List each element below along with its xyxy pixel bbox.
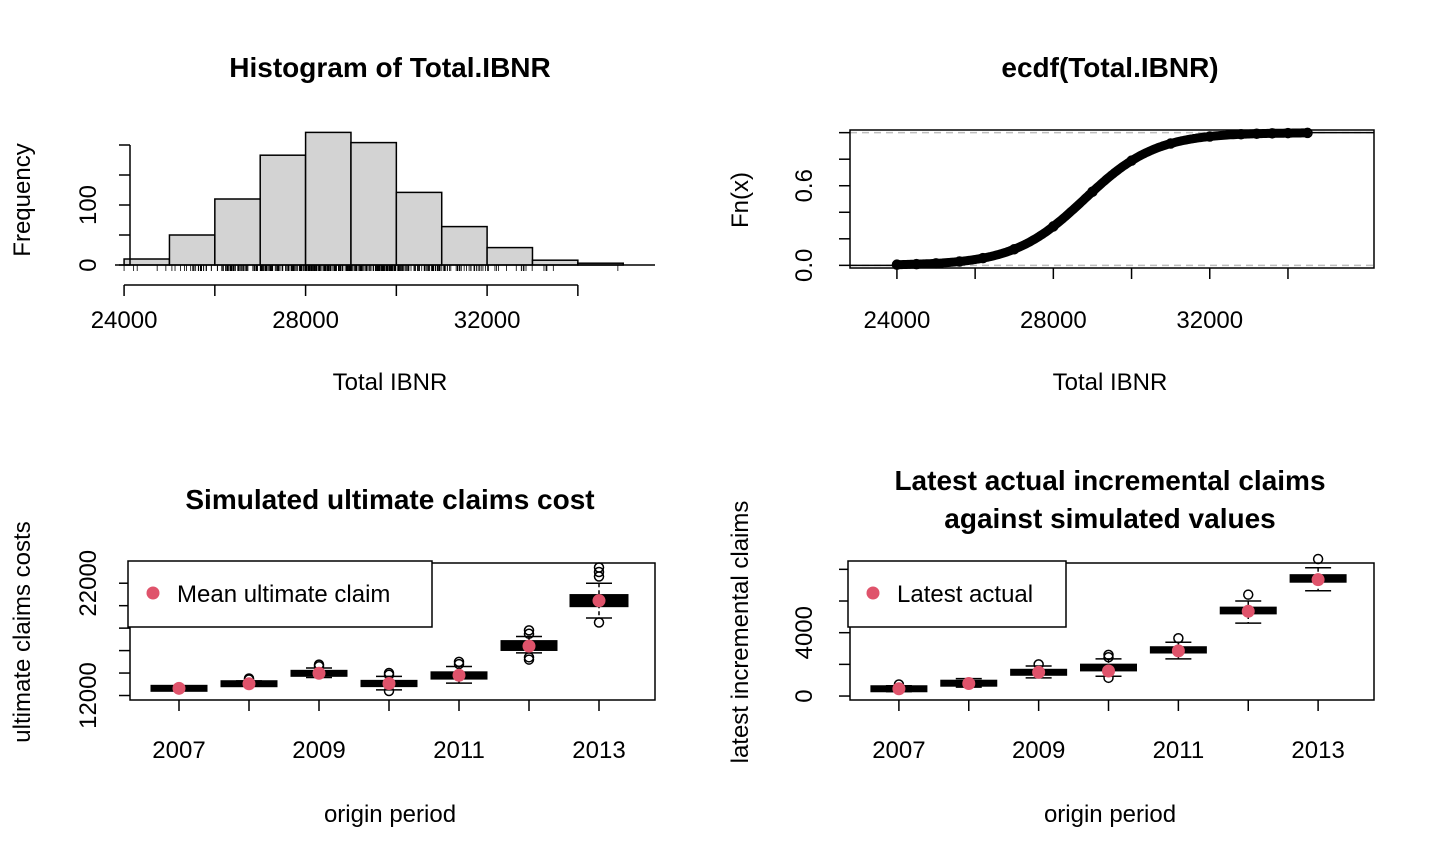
- ecdf-point: [1008, 243, 1020, 255]
- box-mean-point: [522, 639, 536, 653]
- box-latest-actual-point: [1171, 644, 1185, 658]
- box-latest-actual-point: [962, 677, 976, 691]
- latest-title-line1: Latest actual incremental claims: [894, 465, 1325, 496]
- ecdf-point: [1282, 127, 1294, 139]
- box-mean-point: [592, 594, 606, 608]
- legend-box: [127, 560, 433, 628]
- ecdf-y-label: Fn(x): [727, 172, 754, 228]
- box-outlier: [453, 656, 465, 668]
- ultimate-x-tick-label: 2011: [433, 737, 485, 764]
- ecdf-x-label: Total IBNR: [1053, 369, 1168, 396]
- latest-x-tick-label: 2009: [1012, 737, 1065, 764]
- box-latest-actual-point: [892, 682, 906, 696]
- ecdf-y-tick-label: 0.6: [791, 169, 818, 202]
- latest-title-line2: against simulated values: [944, 503, 1275, 534]
- ecdf-point: [1165, 138, 1176, 149]
- legend-swatch: [866, 586, 880, 600]
- ecdf-y-tick-label: 0.0: [791, 249, 818, 282]
- histogram-y-tick-label: 0: [75, 258, 102, 271]
- histogram-bar: [350, 141, 398, 266]
- histogram-bar: [259, 154, 307, 266]
- legend-label: Mean ultimate claim: [177, 581, 390, 608]
- ultimate-y-label: ultimate claims costs: [9, 521, 36, 742]
- legend-label: Latest actual: [897, 581, 1033, 608]
- ecdf-curve: [892, 128, 1312, 270]
- box-outlier: [523, 625, 535, 636]
- ultimate-y-tick-label: 22000: [75, 550, 102, 617]
- box-latest-actual-point: [1241, 604, 1255, 618]
- histogram-bar: [440, 225, 488, 266]
- histogram-bar: [304, 131, 352, 266]
- ultimate-title: Simulated ultimate claims cost: [185, 484, 594, 515]
- histogram-bar: [168, 234, 216, 266]
- ultimate-claims-panel: Simulated ultimate claims cost origin pe…: [9, 484, 656, 828]
- latest-claims-panel: Latest actual incremental claims against…: [727, 465, 1375, 828]
- latest-x-label: origin period: [1044, 801, 1176, 828]
- ecdf-point: [1048, 221, 1059, 232]
- box-mean-point: [242, 677, 256, 691]
- ecdf-panel: ecdf(Total.IBNR) Total IBNR Fn(x) 24000 2…: [727, 52, 1375, 396]
- histogram-bar: [123, 258, 171, 266]
- ecdf-plot-box: [849, 129, 1375, 269]
- ecdf-x-tick-label: 28000: [1020, 307, 1087, 334]
- box-outlier: [523, 654, 535, 665]
- legend-box: [847, 560, 1067, 628]
- ultimate-y-tick-label: 12000: [75, 662, 102, 729]
- latest-y-label: latest incremental claims: [727, 501, 754, 764]
- box-outlier: [1173, 632, 1184, 644]
- box-outlier: [1242, 589, 1254, 600]
- box-outlier: [1103, 649, 1114, 661]
- histogram-title: Histogram of Total.IBNR: [229, 52, 550, 83]
- box-mean-point: [382, 676, 396, 690]
- ecdf-title: ecdf(Total.IBNR): [1001, 52, 1218, 83]
- ecdf-x-tick-label: 32000: [1176, 307, 1243, 334]
- ultimate-x-tick-label: 2013: [572, 737, 625, 764]
- histogram-panel: Histogram of Total.IBNR Total IBNR Frequ…: [9, 52, 655, 396]
- legend-swatch: [146, 586, 160, 600]
- ultimate-legend: Mean ultimate claim: [127, 560, 433, 628]
- box-mean-point: [312, 666, 326, 680]
- ultimate-x-label: origin period: [324, 801, 456, 828]
- ecdf-point: [1251, 128, 1262, 139]
- ecdf-point: [1204, 131, 1216, 142]
- latest-x-tick-label: 2011: [1153, 737, 1205, 764]
- box-latest-actual-point: [1032, 665, 1046, 679]
- box-mean-point: [452, 668, 466, 682]
- box-latest-actual-point: [1311, 573, 1325, 587]
- ecdf-point: [977, 252, 989, 264]
- histogram-y-tick-label: 100: [75, 185, 102, 225]
- box-outlier: [593, 566, 605, 578]
- histogram-x-tick-label: 28000: [272, 307, 339, 334]
- ecdf-x-tick-label: 24000: [864, 307, 931, 334]
- ultimate-x-tick-label: 2009: [292, 737, 345, 764]
- histogram-y-label: Frequency: [9, 143, 36, 256]
- box-outlier: [523, 628, 535, 639]
- box-outlier: [593, 617, 605, 628]
- latest-plot-box: [849, 562, 1375, 701]
- histogram-x-label: Total IBNR: [333, 369, 448, 396]
- ecdf-point: [1267, 128, 1278, 139]
- latest-x-tick-label: 2013: [1291, 737, 1344, 764]
- ecdf-point: [1126, 155, 1137, 166]
- histogram-x-tick-label: 24000: [91, 307, 158, 334]
- histogram-bar: [395, 191, 443, 266]
- latest-x-tick-label: 2007: [872, 737, 925, 764]
- box-mean-point: [172, 681, 186, 695]
- histogram-bar: [214, 198, 261, 266]
- box-latest-actual-point: [1102, 664, 1116, 678]
- histogram-x-tick-label: 32000: [454, 307, 521, 334]
- ecdf-point: [954, 256, 965, 267]
- latest-legend: Latest actual: [847, 560, 1067, 628]
- histogram-bar: [486, 246, 534, 266]
- latest-y-tick-label: 4000: [791, 606, 818, 659]
- latest-y-tick-label: 0: [791, 689, 818, 702]
- box-outlier: [1312, 553, 1324, 565]
- ecdf-point: [1087, 186, 1098, 197]
- ultimate-x-tick-label: 2007: [152, 737, 205, 764]
